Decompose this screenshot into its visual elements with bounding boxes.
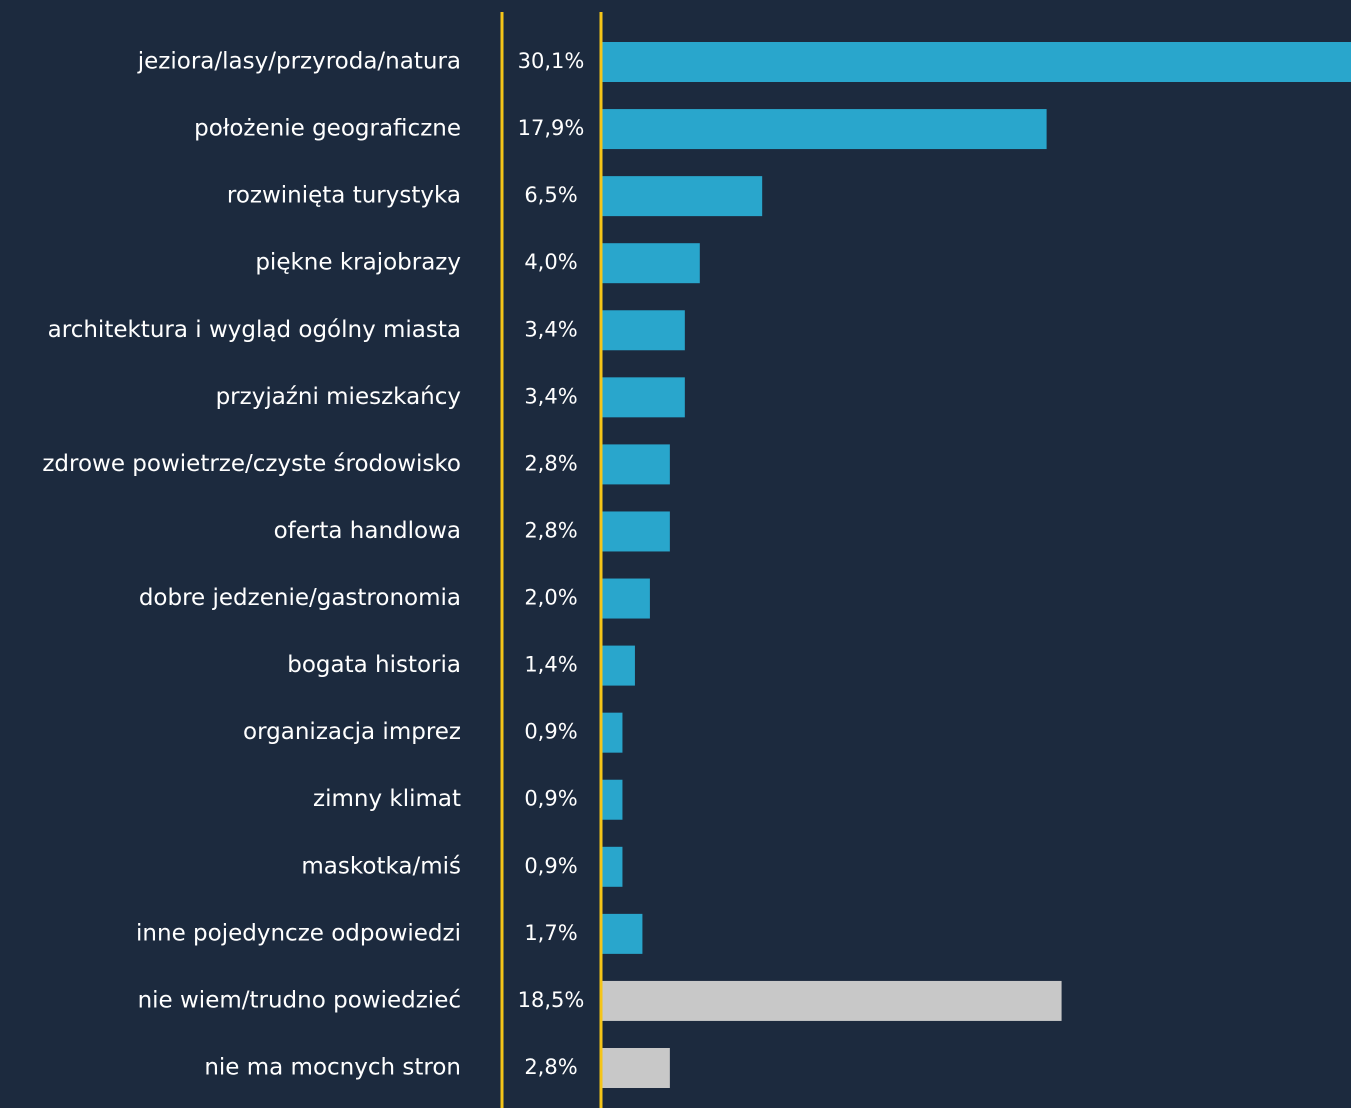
category-label: nie ma mocnych stron: [204, 1055, 461, 1081]
category-label: organizacja imprez: [243, 719, 461, 745]
value-label: 3,4%: [524, 317, 577, 341]
category-label: maskotka/miś: [301, 853, 461, 879]
bar: [600, 645, 635, 686]
bar: [600, 913, 643, 954]
value-label: 1,4%: [524, 653, 577, 677]
value-label: 2,8%: [524, 451, 577, 475]
category-label: położenie geograficzne: [194, 116, 461, 142]
value-label: 0,9%: [524, 720, 577, 744]
bar: [600, 109, 1047, 150]
category-label: nie wiem/trudno powiedzieć: [138, 987, 461, 1013]
bar: [600, 444, 670, 485]
value-label: 6,5%: [524, 183, 577, 207]
bar: [600, 243, 700, 284]
bar: [600, 511, 670, 552]
bar: [600, 377, 685, 418]
value-label: 30,1%: [518, 49, 585, 73]
value-label: 0,9%: [524, 787, 577, 811]
category-label: inne pojedyncze odpowiedzi: [136, 920, 461, 946]
category-label: bogata historia: [287, 652, 461, 678]
value-label: 0,9%: [524, 854, 577, 878]
category-label: dobre jedzenie/gastronomia: [139, 585, 461, 611]
value-label: 2,0%: [524, 586, 577, 610]
category-label: zdrowe powietrze/czyste środowisko: [42, 451, 461, 477]
category-label: przyjaźni mieszkańcy: [216, 384, 461, 410]
category-label: zimny klimat: [313, 786, 461, 812]
bar: [600, 578, 650, 619]
category-label: piękne krajobrazy: [255, 250, 461, 276]
category-label: architektura i wygląd ogólny miasta: [48, 317, 461, 343]
value-label: 4,0%: [524, 250, 577, 274]
bar: [600, 779, 623, 820]
bar: [600, 846, 623, 887]
bar: [600, 42, 1351, 82]
bar: [600, 176, 763, 217]
bar: [600, 1048, 670, 1088]
value-label: 2,8%: [524, 518, 577, 542]
bar: [600, 310, 685, 351]
bar: [600, 980, 1062, 1021]
category-label: jeziora/lasy/przyroda/natura: [137, 49, 461, 75]
value-label: 17,9%: [518, 116, 585, 140]
value-label: 1,7%: [524, 921, 577, 945]
value-label: 3,4%: [524, 384, 577, 408]
bar: [600, 712, 623, 753]
value-label: 2,8%: [524, 1055, 577, 1079]
value-label: 18,5%: [518, 988, 585, 1012]
category-label: rozwinięta turystyka: [227, 183, 461, 209]
category-label: oferta handlowa: [274, 518, 461, 544]
